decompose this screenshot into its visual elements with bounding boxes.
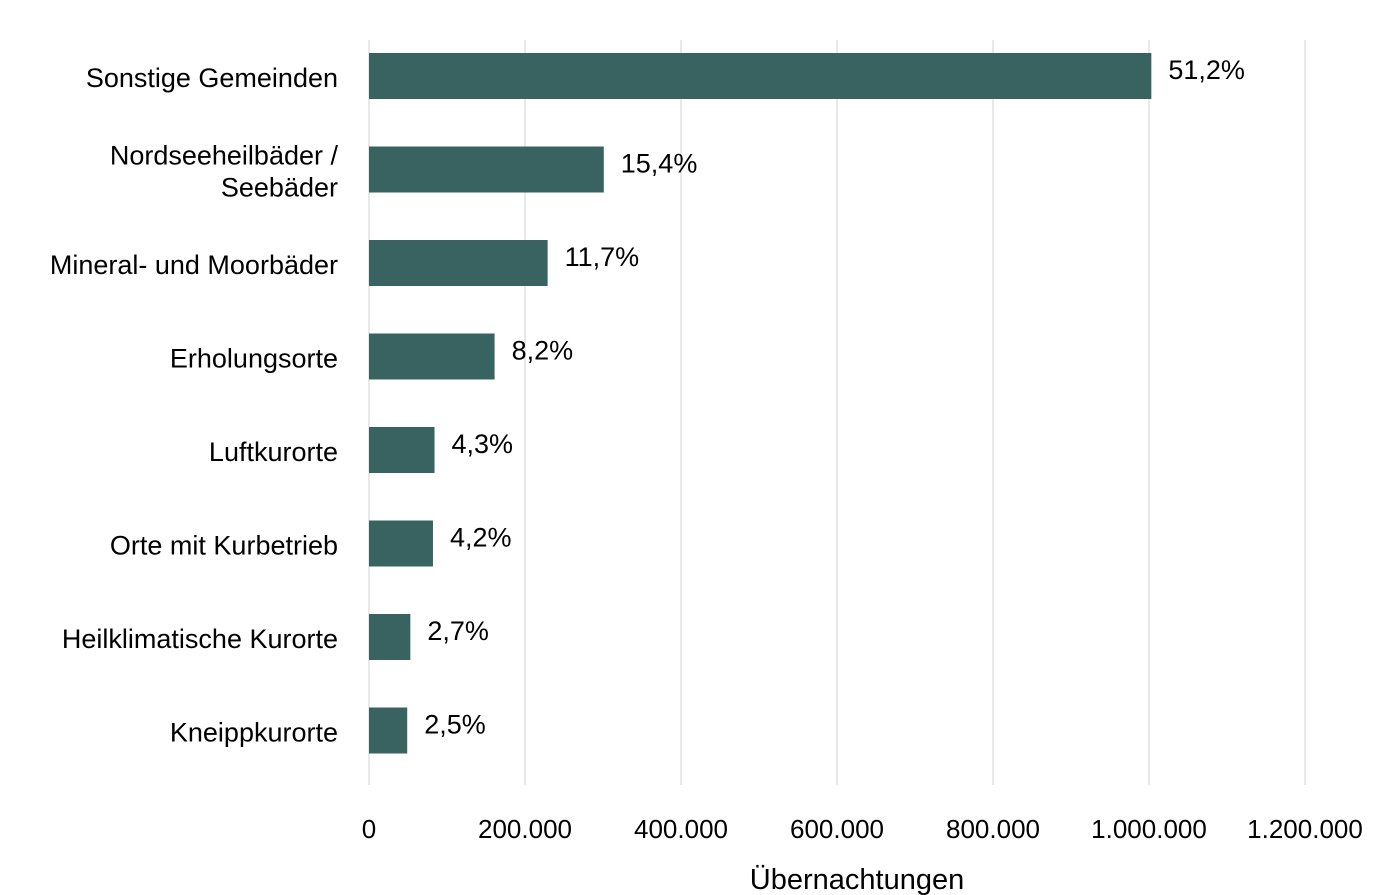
category-label-line: Luftkurorte: [209, 437, 338, 467]
category-label-2: Mineral- und Moorbäder: [50, 250, 338, 280]
category-label-7: Kneippkurorte: [170, 718, 338, 748]
x-tick-label-1: 200.000: [478, 814, 572, 844]
x-tick-label-5: 1.000.000: [1091, 814, 1207, 844]
category-label-1: Nordseeheilbäder / Seebäder: [110, 141, 339, 203]
category-label-line: Heilklimatische Kurorte: [62, 624, 338, 654]
x-tick-label-0: 0: [362, 814, 376, 844]
category-label-5: Orte mit Kurbetrieb: [110, 531, 338, 561]
bar-0: [369, 53, 1152, 99]
category-label-line: Nordseeheilbäder /: [110, 141, 339, 171]
category-label-0: Sonstige Gemeinden: [86, 63, 338, 93]
category-label-line: Erholungsorte: [170, 344, 338, 374]
bar-7: [369, 707, 408, 754]
category-label-3: Erholungsorte: [170, 344, 338, 374]
data-labels: 51,2% 15,4% 11,7% 8,2% 4,3% 4,2% 2,7% 2,5%: [424, 55, 1245, 740]
bar-2: [369, 240, 548, 286]
bar-5: [369, 520, 433, 567]
category-label-line: Mineral- und Moorbäder: [50, 250, 338, 280]
category-label-line: Sonstige Gemeinden: [86, 63, 338, 93]
data-label-2: 11,7%: [565, 242, 640, 272]
bar-3: [369, 333, 495, 380]
category-label-line: Orte mit Kurbetrieb: [110, 531, 338, 561]
x-axis-title: Übernachtungen: [750, 864, 964, 895]
x-tick-label-2: 400.000: [634, 814, 728, 844]
category-label-6: Heilklimatische Kurorte: [62, 624, 338, 654]
bar-4: [369, 427, 435, 473]
data-label-1: 15,4%: [621, 149, 698, 179]
data-label-4: 4,3%: [452, 429, 514, 459]
data-label-0: 51,2%: [1168, 55, 1245, 85]
bars: [369, 53, 1152, 754]
category-label-line: Kneippkurorte: [170, 718, 338, 748]
x-tick-label-3: 600.000: [790, 814, 884, 844]
category-labels: Sonstige Gemeinden Nordseeheilbäder / Seeb…: [50, 63, 339, 748]
category-label-4: Luftkurorte: [209, 437, 338, 467]
bar-1: [369, 146, 604, 193]
x-tick-labels: 0 200.000 400.000 600.000 800.000 1.000.000 1.…: [362, 814, 1363, 844]
data-label-7: 2,5%: [424, 710, 486, 740]
data-label-3: 8,2%: [512, 336, 574, 366]
data-label-5: 4,2%: [450, 523, 512, 553]
x-tick-label-6: 1.200.000: [1247, 814, 1363, 844]
category-label-line: Seebäder: [221, 173, 338, 203]
data-label-6: 2,7%: [427, 616, 489, 646]
x-tick-label-4: 800.000: [946, 814, 1040, 844]
bar-6: [369, 614, 411, 660]
